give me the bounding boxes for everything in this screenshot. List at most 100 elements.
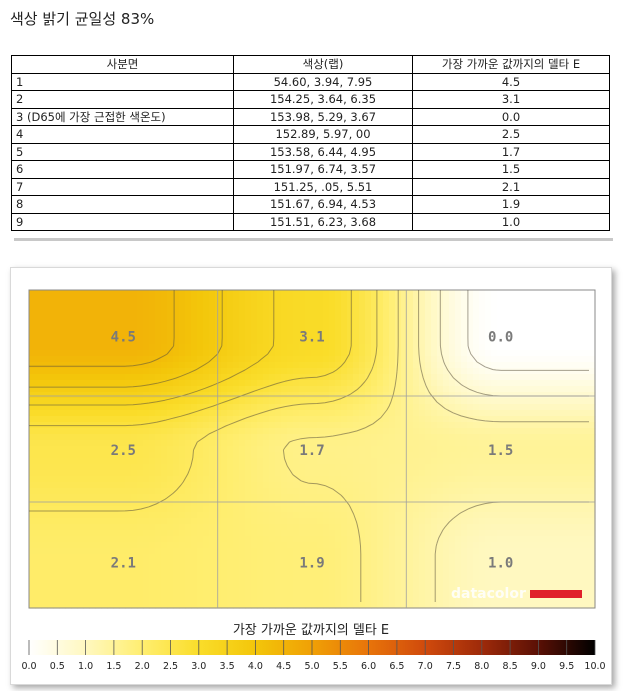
heatmap-tile (239, 506, 246, 513)
heatmap-tile (125, 404, 132, 411)
heatmap-tile (149, 290, 156, 297)
heatmap-tile (197, 398, 204, 405)
heatmap-tile (119, 368, 126, 375)
heatmap-tile (449, 440, 456, 447)
heatmap-tile (275, 542, 282, 549)
heatmap-tile (545, 338, 552, 345)
heatmap-tile (215, 374, 222, 381)
heatmap-tile (251, 530, 258, 537)
heatmap-tile (65, 452, 72, 459)
heatmap-tile (221, 476, 228, 483)
heatmap-tile (593, 368, 596, 375)
heatmap-tile (569, 398, 576, 405)
heatmap-tile (197, 410, 204, 417)
heatmap-tile (335, 512, 342, 519)
heatmap-tile (281, 308, 288, 315)
heatmap-tile (413, 380, 420, 387)
heatmap-tile (371, 362, 378, 369)
heatmap-tile (551, 536, 558, 543)
heatmap-tile (443, 494, 450, 501)
heatmap-tile (461, 344, 468, 351)
heatmap-tile (335, 578, 342, 585)
heatmap-tile (119, 344, 126, 351)
heatmap-tile (299, 554, 306, 561)
heatmap-tile (371, 404, 378, 411)
heatmap-tile (185, 584, 192, 591)
heatmap-tile (83, 584, 90, 591)
heatmap-tile (221, 302, 228, 309)
heatmap-tile (527, 338, 534, 345)
heatmap-tile (413, 530, 420, 537)
heatmap-tile (53, 320, 60, 327)
heatmap-tile (467, 470, 474, 477)
heatmap-tile (191, 482, 198, 489)
heatmap-tile (269, 314, 276, 321)
heatmap-tile (167, 302, 174, 309)
heatmap-tile (593, 470, 596, 477)
heatmap-tile (539, 488, 546, 495)
heatmap-tile (539, 368, 546, 375)
heatmap-tile (419, 410, 426, 417)
heatmap-tile (521, 578, 528, 585)
heatmap-tile (581, 362, 588, 369)
heatmap-tile (29, 590, 36, 597)
heatmap-tile (485, 452, 492, 459)
heatmap-tile (485, 506, 492, 513)
heatmap-tile (581, 536, 588, 543)
heatmap-tile (521, 398, 528, 405)
heatmap-tile (263, 506, 270, 513)
heatmap-tile (455, 464, 462, 471)
heatmap-tile (95, 314, 102, 321)
heatmap-tile (155, 584, 162, 591)
heatmap-tile (527, 458, 534, 465)
heatmap-tile (299, 572, 306, 579)
heatmap-tile (179, 470, 186, 477)
heatmap-tile (209, 338, 216, 345)
heatmap-tile (377, 362, 384, 369)
heatmap-tile (185, 344, 192, 351)
heatmap-tile (305, 482, 312, 489)
heatmap-tile (473, 512, 480, 519)
heatmap-tile (131, 512, 138, 519)
heatmap-tile (239, 344, 246, 351)
heatmap-tile (263, 482, 270, 489)
heatmap-tile (29, 398, 36, 405)
heatmap-tile (389, 542, 396, 549)
heatmap-tile (59, 434, 66, 441)
heatmap-tile (335, 302, 342, 309)
heatmap-tile (71, 458, 78, 465)
heatmap-tile (239, 524, 246, 531)
heatmap-tile (515, 434, 522, 441)
heatmap-tile (227, 386, 234, 393)
heatmap-tile (407, 446, 414, 453)
heatmap-tile (461, 392, 468, 399)
heatmap-tile (281, 464, 288, 471)
heatmap-tile (575, 434, 582, 441)
heatmap-tile (569, 290, 576, 297)
heatmap-tile (155, 332, 162, 339)
heatmap-tile (179, 374, 186, 381)
heatmap-tile (527, 572, 534, 579)
heatmap-tile (527, 362, 534, 369)
heatmap-tile (509, 578, 516, 585)
heatmap-tile (383, 314, 390, 321)
heatmap-tile (197, 536, 204, 543)
heatmap-tile (317, 392, 324, 399)
heatmap-tile (581, 524, 588, 531)
heatmap-tile (215, 530, 222, 537)
column-header-lab: 색상(랩) (233, 55, 413, 74)
heatmap-tile (551, 428, 558, 435)
heatmap-tile (557, 338, 564, 345)
heatmap-tile (491, 494, 498, 501)
heatmap-tile (149, 398, 156, 405)
heatmap-tile (461, 302, 468, 309)
heatmap-tile (167, 530, 174, 537)
heatmap-tile (29, 362, 36, 369)
heatmap-tile (545, 440, 552, 447)
heatmap-tile (197, 428, 204, 435)
heatmap-tile (479, 404, 486, 411)
heatmap-tile (197, 290, 204, 297)
heatmap-tile (125, 452, 132, 459)
heatmap-tile (137, 434, 144, 441)
heatmap-tile (185, 332, 192, 339)
